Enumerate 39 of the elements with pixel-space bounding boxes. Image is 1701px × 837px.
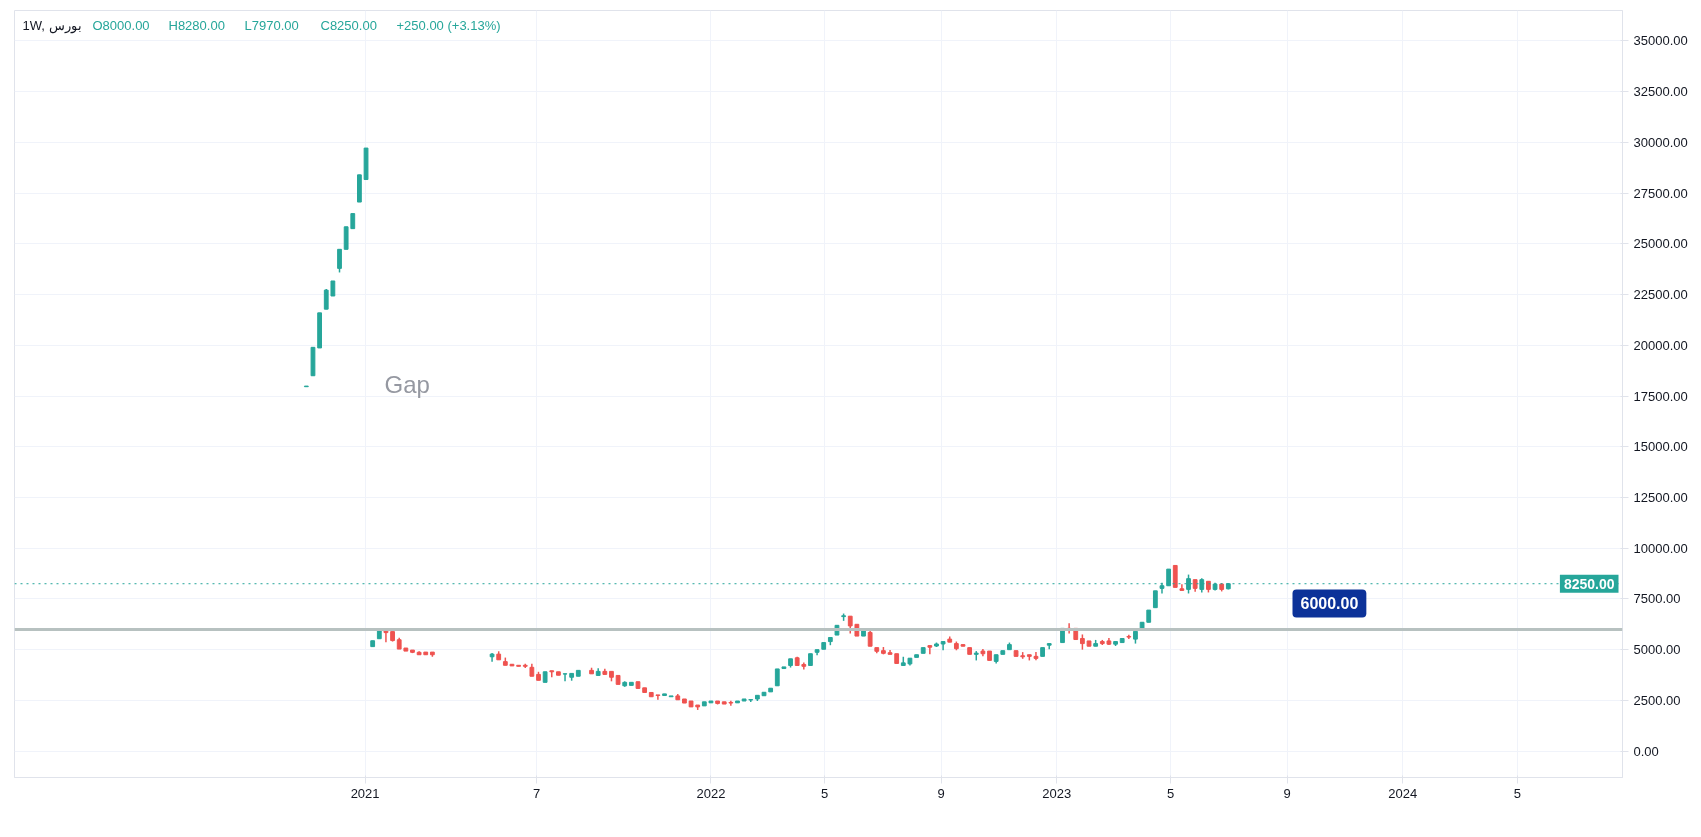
- y-tick-label: 35000.00: [1633, 33, 1688, 49]
- candlestick: [337, 248, 342, 274]
- y-tick-label: 12500.00: [1633, 489, 1688, 505]
- y-tick-label: 32500.00: [1633, 84, 1688, 100]
- y-tick-label: 27500.00: [1633, 185, 1688, 201]
- x-tick-label: 5: [821, 785, 829, 801]
- candlestick: [562, 672, 568, 683]
- candlestick: [927, 644, 933, 656]
- x-tick-label: 5: [1166, 785, 1175, 801]
- y-tick-label: 17500.00: [1633, 388, 1688, 404]
- candlestick: [549, 670, 555, 679]
- x-tick-label: 9: [937, 785, 945, 801]
- candlestick: [1172, 564, 1178, 589]
- annotation: O8000.00: [92, 17, 150, 33]
- y-tick-label: 10000.00: [1633, 540, 1688, 556]
- y-tick-label: 22500.00: [1633, 287, 1688, 303]
- x-tick-label: 2022: [696, 785, 726, 801]
- ref-line-label: 8250.00: [1563, 575, 1615, 592]
- annotation: H8280.00: [168, 17, 225, 33]
- annotation: +250.00 (+3.13%): [396, 17, 501, 33]
- x-tick-label: 5: [1513, 785, 1521, 801]
- annotation: C8250.00: [320, 17, 377, 33]
- annotation: Gap: [384, 370, 430, 398]
- y-tick-label: 30000.00: [1633, 134, 1688, 150]
- x-tick-label: 7: [532, 785, 541, 801]
- x-tick-label: 2021: [350, 785, 380, 801]
- text: 1W, بورس: [22, 17, 82, 34]
- x-tick-label: 2023: [1042, 785, 1072, 801]
- y-tick-label: 25000.00: [1633, 236, 1688, 252]
- x-tick-label: 9: [1283, 785, 1291, 801]
- y-tick-label: 7500.00: [1633, 591, 1681, 607]
- y-tick-label: 0.00: [1633, 743, 1659, 759]
- y-tick-label: 15000.00: [1633, 439, 1688, 455]
- y-tick-label: 2500.00: [1633, 692, 1681, 708]
- y-tick-label: 5000.00: [1633, 642, 1681, 658]
- ref-line-label: 6000.00: [1300, 595, 1359, 613]
- x-tick-label: 2024: [1388, 785, 1418, 801]
- y-tick-label: 20000.00: [1633, 337, 1688, 353]
- annotation: L7970.00: [244, 17, 299, 33]
